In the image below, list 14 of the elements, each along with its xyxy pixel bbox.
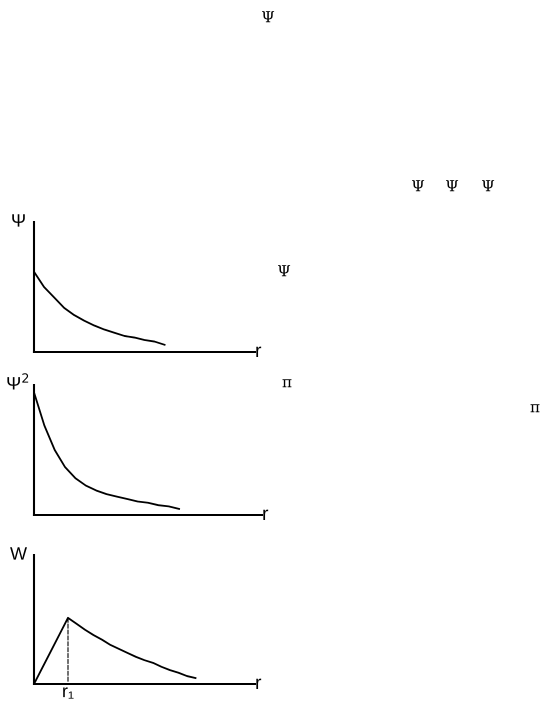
y-axis-title: W	[10, 547, 27, 560]
text: π	[282, 379, 292, 388]
text: Ψ	[446, 180, 458, 192]
x-axis-title: r	[256, 678, 262, 690]
text: π	[530, 404, 540, 412]
text: Ψ	[278, 265, 290, 276]
x-axis-title: r	[256, 346, 262, 358]
annotation: r₁	[63, 687, 74, 699]
y-axis-title: Ψ	[12, 214, 25, 227]
text: Ψ	[412, 180, 424, 192]
x-axis-title: r	[263, 510, 268, 520]
text: Ψ	[482, 180, 494, 192]
y-axis-title: Ψ$^{2}$	[7, 373, 28, 390]
text: Ψ	[262, 11, 274, 22]
